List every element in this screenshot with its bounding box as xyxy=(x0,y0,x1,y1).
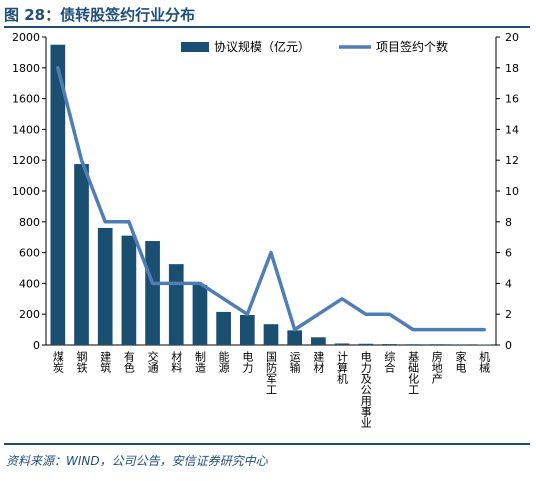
left-tick-label: 1200 xyxy=(12,154,40,167)
bar xyxy=(192,284,208,345)
legend-line-label: 项目签约个数 xyxy=(376,39,448,54)
bar xyxy=(429,344,445,345)
source-rule xyxy=(4,443,530,445)
left-tick-label: 400 xyxy=(19,277,40,290)
right-tick-label: 2 xyxy=(505,308,512,321)
left-tick-label: 800 xyxy=(19,216,40,229)
bar xyxy=(239,314,255,345)
right-tick-label: 10 xyxy=(505,185,519,198)
bar xyxy=(382,344,397,345)
title-rule xyxy=(4,26,530,28)
source-note: 资料来源：WIND，公司公告，安信证券研究中心 xyxy=(6,454,268,468)
bar xyxy=(334,343,350,345)
left-tick-label: 200 xyxy=(19,308,40,321)
category-label: 运输 xyxy=(288,351,301,374)
right-tick-label: 20 xyxy=(505,31,519,44)
category-label: 制造 xyxy=(193,351,206,373)
left-tick-label: 2000 xyxy=(12,31,40,44)
right-tick-label: 14 xyxy=(505,123,519,136)
bar xyxy=(216,311,231,345)
category-label: 交通 xyxy=(146,350,159,373)
category-label: 综合 xyxy=(383,350,396,373)
left-tick-label: 600 xyxy=(19,247,40,260)
left-tick-label: 1400 xyxy=(12,123,40,136)
category-label: 材料 xyxy=(170,350,183,374)
bar xyxy=(97,227,113,345)
category-label: 家电 xyxy=(454,350,467,373)
category-label: 机械 xyxy=(478,350,491,374)
bar xyxy=(405,344,421,345)
category-label: 电力 xyxy=(241,351,254,373)
left-tick-label: 1000 xyxy=(12,185,40,198)
bar xyxy=(287,330,303,345)
category-label: 钢铁 xyxy=(75,351,88,373)
legend-bar-label: 协议规模（亿元） xyxy=(214,39,310,54)
category-label: 计算机 xyxy=(336,351,349,384)
legend-bar-swatch xyxy=(181,42,209,52)
left-tick-label: 1800 xyxy=(12,62,40,75)
category-label: 电力及公用事业 xyxy=(359,351,372,428)
right-tick-label: 18 xyxy=(505,62,519,75)
right-tick-label: 4 xyxy=(505,277,512,290)
category-label: 房地产 xyxy=(430,351,443,385)
bar xyxy=(50,44,66,345)
bar xyxy=(358,343,374,345)
industry-distribution-chart: 0 200 400 600 800 1000 1200 1400 1600 1800 2000 0 2 4… xyxy=(12,31,519,428)
right-tick-label: 12 xyxy=(505,154,519,167)
bar xyxy=(121,235,137,345)
right-tick-label: 6 xyxy=(505,247,512,260)
line-series xyxy=(56,66,486,332)
bar xyxy=(263,324,279,345)
bar xyxy=(74,164,89,345)
category-label: 建材 xyxy=(312,350,325,373)
category-label: 能源 xyxy=(217,350,230,374)
right-tick-label: 0 xyxy=(505,339,512,352)
right-tick-label: 16 xyxy=(505,93,519,106)
category-label: 基础化工 xyxy=(407,351,420,395)
bar xyxy=(311,337,326,345)
bar xyxy=(168,264,184,345)
category-label: 煤炭 xyxy=(51,351,64,374)
category-label: 有色 xyxy=(122,350,135,373)
bar xyxy=(453,344,468,345)
left-tick-label: 1600 xyxy=(12,93,40,106)
figure-title: 图 28：债转股签约行业分布 xyxy=(4,6,196,24)
left-tick-label: 0 xyxy=(33,339,40,352)
bar xyxy=(145,241,160,345)
right-tick-label: 8 xyxy=(505,216,512,229)
category-label: 建筑 xyxy=(99,350,112,373)
category-label: 国防军工 xyxy=(265,351,278,395)
